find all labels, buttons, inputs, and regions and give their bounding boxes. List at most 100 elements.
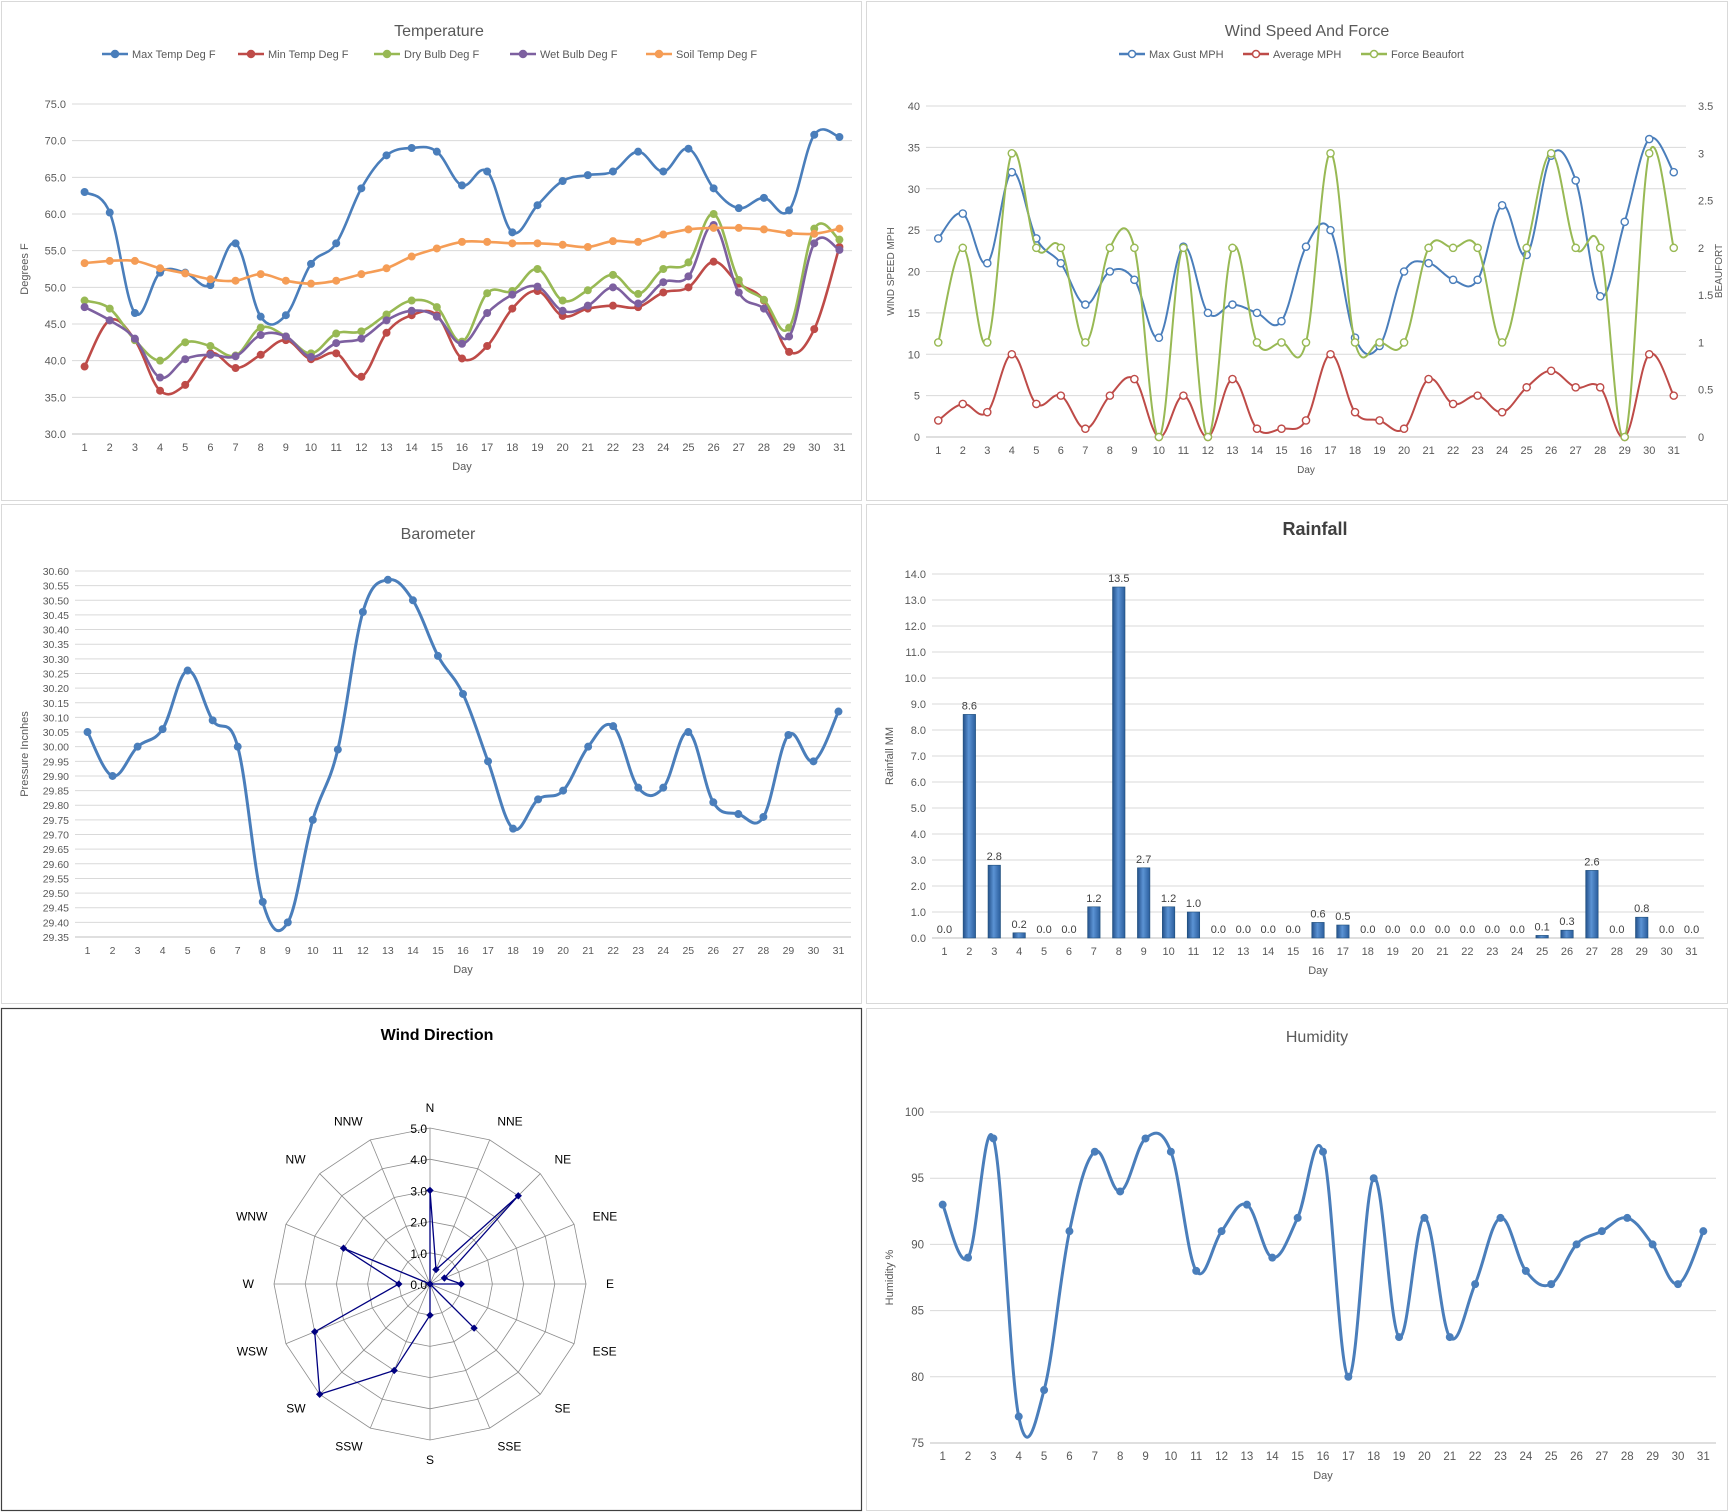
data-point <box>785 347 794 356</box>
x-tick-label: 25 <box>682 945 694 957</box>
legend-entry: Wet Bulb Deg F <box>540 49 618 61</box>
y2-tick-label: 2.5 <box>1698 196 1713 208</box>
y-tick-label: 3.0 <box>911 855 926 867</box>
y-tick-label: 15 <box>908 308 920 320</box>
data-point <box>1648 1240 1657 1249</box>
data-point <box>1105 267 1115 276</box>
data-point <box>130 256 139 265</box>
data-label: 1.0 <box>1186 898 1201 910</box>
data-point <box>534 795 543 804</box>
x-tick-label: 1 <box>82 442 88 454</box>
data-point <box>357 327 366 336</box>
data-point <box>634 237 643 246</box>
x-tick-label: 29 <box>1636 946 1648 958</box>
x-tick-label: 17 <box>482 945 494 957</box>
legend-entry: Soil Temp Deg F <box>676 49 757 61</box>
y-tick-label: 13.0 <box>905 595 926 607</box>
data-point <box>684 728 693 737</box>
data-point <box>1301 416 1311 425</box>
data-point <box>1056 258 1066 268</box>
x-tick-label: 31 <box>833 442 845 454</box>
data-point <box>835 245 844 254</box>
y-tick-label: 70.0 <box>45 136 66 148</box>
x-tick-label: 20 <box>557 945 569 957</box>
data-point <box>835 224 844 233</box>
x-tick-label: 19 <box>531 442 543 454</box>
x-tick-label: 30 <box>1672 1451 1685 1463</box>
y-tick-label: 65.0 <box>45 172 66 184</box>
x-tick-label: 26 <box>707 442 719 454</box>
y-tick-label: 29.50 <box>43 888 69 900</box>
data-point <box>810 239 819 248</box>
data-point <box>558 296 567 305</box>
x-tick-label: 24 <box>1519 1451 1532 1463</box>
x-tick-label: 14 <box>406 442 418 454</box>
chart-title: Wind Direction <box>381 1027 494 1044</box>
y-tick-label: 30.05 <box>43 727 69 739</box>
data-label: 0.0 <box>1360 924 1375 936</box>
direction-label: ESE <box>593 1344 617 1358</box>
radar-spoke <box>285 1283 431 1345</box>
data-point <box>483 289 492 298</box>
x-tick-label: 27 <box>733 442 745 454</box>
data-point <box>459 689 468 698</box>
radar-spoke <box>369 1283 431 1429</box>
x-tick-label: 28 <box>1594 445 1606 457</box>
data-point <box>256 270 265 279</box>
data-point <box>785 206 794 215</box>
y-tick-label: 29.60 <box>43 859 69 871</box>
x-tick-label: 6 <box>1066 1451 1072 1463</box>
y-tick-label: 14.0 <box>905 569 926 581</box>
data-point <box>1252 338 1262 347</box>
direction-label: SSE <box>497 1440 521 1454</box>
data-point <box>810 229 819 238</box>
x-tick-label: 12 <box>1212 946 1224 958</box>
x-tick-label: 20 <box>557 442 569 454</box>
data-point <box>83 728 92 737</box>
x-tick-label: 21 <box>1422 445 1434 457</box>
direction-label: NNE <box>497 1114 522 1128</box>
data-point <box>1620 432 1630 442</box>
y-tick-label: 75 <box>911 1438 924 1450</box>
x-tick-label: 5 <box>182 442 188 454</box>
data-point <box>584 742 593 751</box>
data-point <box>156 356 165 365</box>
y-tick-label: 29.70 <box>43 830 69 842</box>
data-point <box>1154 333 1164 343</box>
data-point <box>533 265 542 274</box>
x-tick-label: 13 <box>1241 1451 1254 1463</box>
data-label: 0.2 <box>1012 919 1027 931</box>
y-tick-label: 30.15 <box>43 698 69 710</box>
x-tick-label: 3 <box>990 1451 996 1463</box>
x-axis-title: Day <box>453 964 473 976</box>
x-tick-label: 25 <box>1545 1451 1558 1463</box>
radar-spoke <box>369 1139 431 1285</box>
x-tick-label: 10 <box>307 945 319 957</box>
x-tick-label: 20 <box>1418 1451 1431 1463</box>
x-tick-label: 19 <box>1373 445 1385 457</box>
data-label: 0.1 <box>1534 921 1549 933</box>
x-tick-label: 4 <box>1016 946 1022 958</box>
wind-direction-chart: Wind Direction N NNE NE ENE E ESE SE SSE S SSW SW WS… <box>236 1027 617 1467</box>
x-tick-label: 16 <box>456 442 468 454</box>
data-point <box>1081 338 1090 347</box>
data-label: 0.3 <box>1559 916 1574 928</box>
data-point <box>181 269 190 278</box>
data-point <box>1669 243 1679 253</box>
x-tick-label: 3 <box>135 945 141 957</box>
y-tick-label: 35.0 <box>45 392 66 404</box>
data-point <box>709 223 718 232</box>
data-point <box>432 312 441 321</box>
data-point <box>1572 1240 1581 1249</box>
bar <box>1585 870 1599 939</box>
data-point <box>181 380 190 389</box>
y-tick-label: 40.0 <box>45 356 66 368</box>
data-point <box>1192 1266 1201 1275</box>
data-point <box>1496 1213 1505 1222</box>
data-point <box>558 240 567 249</box>
data-point <box>1040 1386 1049 1395</box>
data-point <box>233 742 242 751</box>
data-point <box>1497 338 1507 347</box>
data-label: 2.8 <box>987 851 1002 863</box>
direction-label: S <box>426 1453 434 1467</box>
